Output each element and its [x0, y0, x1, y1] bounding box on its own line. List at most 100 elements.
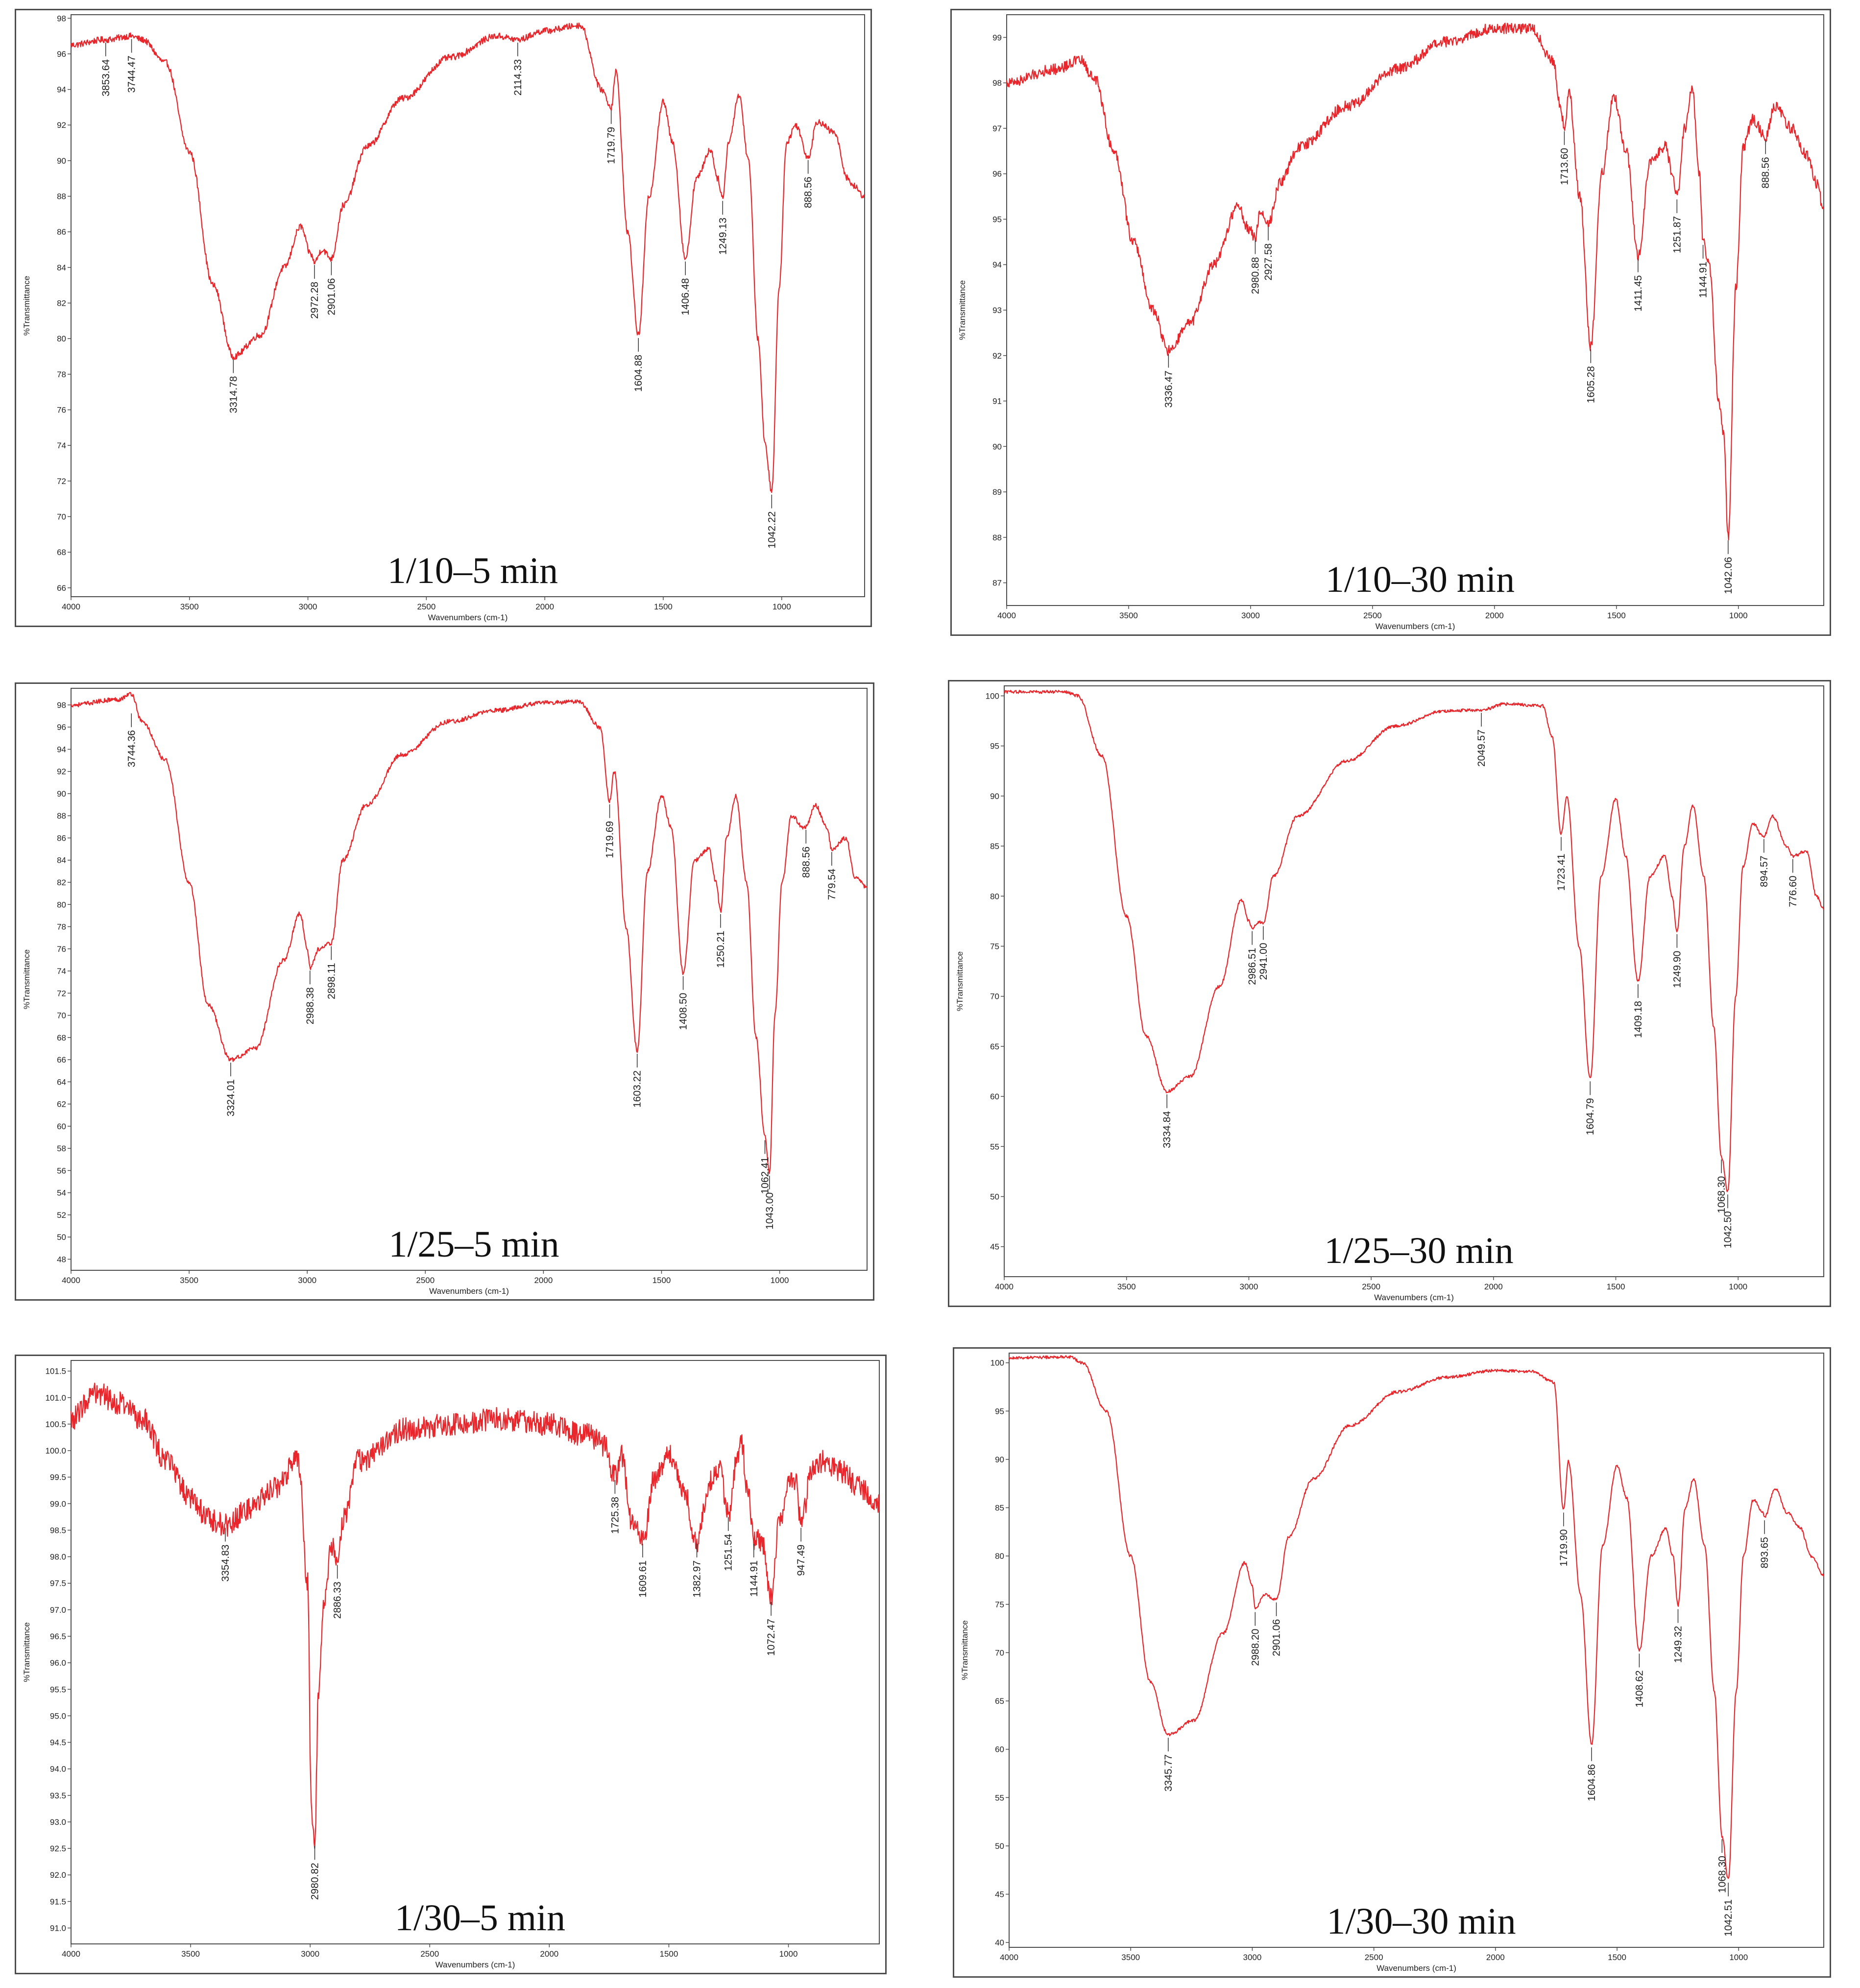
- spectrum-panel-3: 48 50 52 54 56 58 60 62 64 66 68 70 72 74 76 78 80 82 84 86…: [15, 682, 874, 1301]
- peak-label: 779.54: [826, 869, 838, 900]
- spectrum-panel-6: 40 45 50 55 60 65 70 75 80 85 90 95 100 4000 3500 3000 2…: [953, 1347, 1831, 1978]
- peak-label: 894.57: [1759, 856, 1770, 887]
- peak-annotation: 3314.78: [228, 359, 239, 413]
- panel-frame: [15, 1355, 887, 1974]
- x-tick-label: 1500: [1608, 1953, 1626, 1962]
- plot-area: [71, 1360, 880, 1944]
- peak-annotation: 1713.60: [1559, 131, 1570, 185]
- peak-annotation: 1062.41: [759, 1140, 771, 1194]
- y-tick-label: 100: [986, 691, 999, 701]
- y-tick-label: 98: [57, 14, 66, 23]
- peak-annotation: 2898.11: [326, 946, 337, 999]
- peak-annotation: 2114.33: [512, 42, 524, 96]
- spectrum-chart-2: 87 88 89 90 91 92 93 94 95 96 97 98 99 4000 3500 3000 25…: [950, 9, 1831, 636]
- x-tick-label: 4000: [62, 1276, 80, 1285]
- peak-annotation: 1249.32: [1672, 1609, 1684, 1663]
- y-tick-label: 76: [57, 406, 66, 415]
- peak-annotation: 1408.50: [678, 976, 689, 1030]
- x-tick-label: 1500: [660, 1949, 678, 1959]
- peak-label: 3744.36: [126, 730, 137, 767]
- x-tick-label: 3000: [298, 1276, 316, 1285]
- peak-label: 3744.47: [126, 56, 138, 93]
- x-axis-title: Wavenumbers (cm-1): [1376, 622, 1455, 631]
- y-tick-label: 95: [992, 215, 1002, 224]
- peak-label: 893.65: [1759, 1537, 1770, 1568]
- y-tick-label: 88: [57, 811, 66, 821]
- x-tick-label: 3000: [1239, 1282, 1258, 1291]
- peak-label: 1723.41: [1556, 854, 1567, 891]
- peak-annotation: 2988.20: [1250, 1612, 1261, 1666]
- peak-label: 1604.88: [633, 355, 644, 392]
- y-tick-label: 78: [57, 922, 66, 932]
- y-tick-label: 70: [990, 992, 999, 1001]
- spectrum-line: [1006, 23, 1825, 541]
- y-tick-label: 100: [990, 1358, 1004, 1368]
- y-tick-label: 100.0: [45, 1446, 66, 1455]
- y-tick-label: 64: [57, 1077, 66, 1087]
- spectrum-chart-3: 48 50 52 54 56 58 60 62 64 66 68 70 72 74 76 78 80 82 84 86…: [15, 682, 874, 1301]
- sample-label: 1/25‒30 min: [1324, 1230, 1513, 1271]
- peak-annotation: 1068.30: [1716, 1839, 1728, 1893]
- y-tick-label: 90: [990, 792, 999, 801]
- peak-label: 1249.32: [1672, 1626, 1684, 1663]
- peak-annotation: 1250.21: [715, 914, 726, 968]
- y-tick-label: 87: [992, 579, 1002, 588]
- peak-annotation: 1604.79: [1585, 1081, 1596, 1135]
- peak-label: 1719.69: [604, 821, 616, 858]
- y-tick-label: 99.5: [50, 1473, 66, 1482]
- peak-annotation: 1719.69: [604, 804, 616, 858]
- x-tick-label: 3000: [1243, 1953, 1262, 1962]
- y-tick-label: 52: [57, 1211, 66, 1220]
- peak-label: 2988.38: [305, 987, 316, 1024]
- y-tick-label: 70: [995, 1648, 1004, 1657]
- y-tick-label: 58: [57, 1144, 66, 1153]
- spectrum-panel-4: 45 50 55 60 65 70 75 80 85 90 95 100 4000 3500 3000 250…: [948, 680, 1831, 1307]
- y-tick-label: 97: [992, 124, 1002, 133]
- peak-label: 1411.45: [1633, 275, 1644, 312]
- peak-label: 1144.91: [1698, 262, 1709, 298]
- y-tick-label: 99: [992, 33, 1002, 42]
- peak-label: 1249.13: [717, 218, 728, 255]
- y-tick-label: 74: [57, 967, 66, 976]
- peak-label: 1409.18: [1633, 1001, 1644, 1038]
- peak-annotation: 3324.01: [225, 1063, 237, 1116]
- y-tick-label: 101.5: [45, 1367, 66, 1376]
- peak-label: 2980.88: [1250, 257, 1261, 294]
- y-tick-label: 74: [57, 441, 66, 450]
- peak-annotation: 2972.28: [309, 265, 320, 319]
- spectrum-line: [70, 23, 865, 493]
- peak-label: 1144.91: [749, 1560, 760, 1597]
- peak-label: 1713.60: [1559, 148, 1570, 185]
- x-tick-label: 1500: [654, 602, 673, 611]
- y-tick-label: 70: [57, 1011, 66, 1020]
- peak-annotation: 1605.28: [1585, 349, 1596, 403]
- x-axis-title: Wavenumbers (cm-1): [428, 613, 508, 622]
- x-tick-label: 3000: [1241, 611, 1260, 620]
- x-axis-title: Wavenumbers (cm-1): [1377, 1964, 1456, 1973]
- y-tick-label: 80: [990, 892, 999, 901]
- peak-annotation: 1603.22: [632, 1053, 643, 1108]
- x-tick-label: 3500: [1117, 1282, 1136, 1291]
- peak-annotation: 1251.54: [723, 1517, 734, 1571]
- peak-label: 1068.30: [1716, 1176, 1727, 1213]
- peak-annotation: 3334.84: [1161, 1094, 1173, 1148]
- y-tick-label: 56: [57, 1166, 66, 1175]
- peak-label: 1062.41: [759, 1157, 771, 1194]
- peak-annotation: 3744.47: [126, 39, 138, 93]
- y-axis-title: %Transmittance: [22, 949, 31, 1009]
- x-tick-label: 2000: [535, 602, 554, 611]
- y-tick-label: 45: [995, 1890, 1004, 1899]
- y-tick-label: 94.5: [50, 1738, 66, 1747]
- peak-annotation: 1042.51: [1723, 1882, 1734, 1937]
- peak-annotation: 893.65: [1759, 1520, 1770, 1569]
- peak-label: 1719.90: [1558, 1529, 1570, 1567]
- peak-label: 1408.62: [1634, 1670, 1645, 1707]
- peak-label: 1603.22: [632, 1070, 643, 1108]
- y-tick-label: 90: [992, 442, 1002, 451]
- y-tick-label: 45: [990, 1242, 999, 1252]
- x-tick-label: 2000: [540, 1949, 558, 1959]
- peak-label: 1605.28: [1585, 366, 1596, 403]
- peak-label: 1042.51: [1723, 1899, 1734, 1937]
- peak-annotation: 1609.61: [637, 1544, 649, 1598]
- x-axis-title: Wavenumbers (cm-1): [1374, 1293, 1454, 1302]
